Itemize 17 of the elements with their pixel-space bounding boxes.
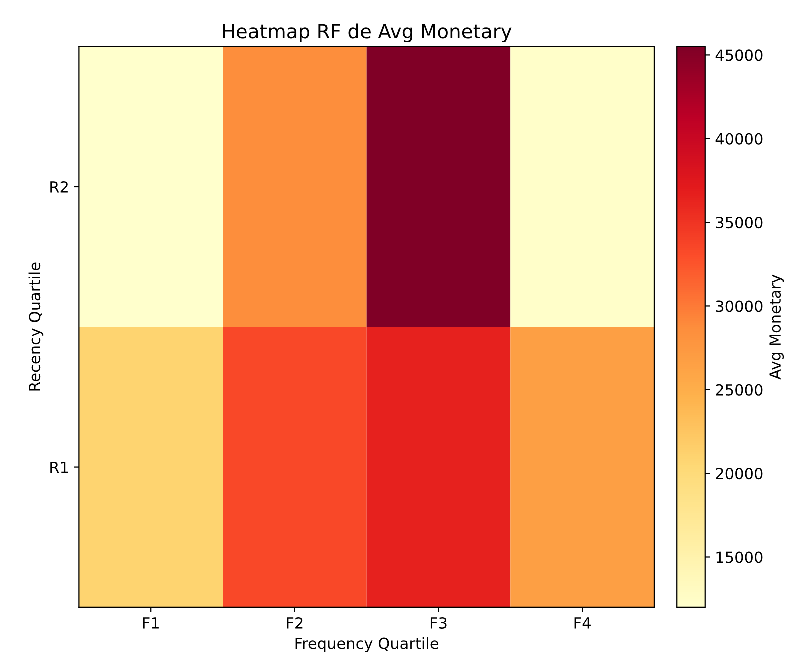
color-bar-label: 45000 <box>716 50 763 62</box>
y-tick-label: R1 <box>50 462 68 474</box>
y-axis-title: Recency Quartile <box>28 262 44 391</box>
x-tick-label: F3 <box>430 617 447 629</box>
color-bar-label: 25000 <box>716 384 763 396</box>
x-tick-label: F2 <box>287 617 303 629</box>
color-bar-label: 15000 <box>716 552 763 564</box>
color-bar-label: 20000 <box>716 468 763 480</box>
color-bar-label: 30000 <box>716 300 763 312</box>
chart-title: Heatmap RF de Avg Monetary <box>223 24 512 43</box>
color-bar-label: 35000 <box>716 217 763 229</box>
x-tick-label: F4 <box>574 618 591 629</box>
color-bar-title: Avg Monetary <box>770 274 784 380</box>
x-tick-label: F1 <box>143 618 159 629</box>
x-axis-title: Frequency Quartile <box>296 638 439 652</box>
color-bar-label: 40000 <box>716 133 763 145</box>
y-tick-label: R2 <box>50 181 68 193</box>
